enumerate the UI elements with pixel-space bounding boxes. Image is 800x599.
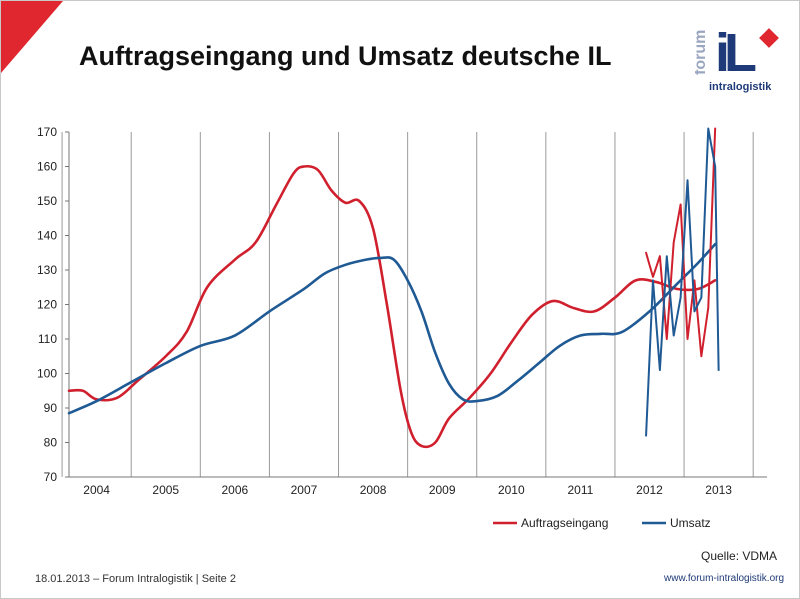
y-tick-label: 100 <box>37 367 57 381</box>
x-tick-label: 2010 <box>498 483 525 497</box>
y-tick-label: 140 <box>37 229 57 243</box>
y-tick-label: 150 <box>37 194 57 208</box>
corner-accent <box>1 1 63 73</box>
chart-series <box>67 127 720 449</box>
y-tick-label: 130 <box>37 263 57 277</box>
slide-title: Auftragseingang und Umsatz deutsche IL <box>79 41 612 71</box>
x-tick-label: 2005 <box>152 483 179 497</box>
y-tick-label: 160 <box>37 160 57 174</box>
source-note: Quelle: VDMA <box>701 549 778 563</box>
x-tick-label: 2006 <box>222 483 249 497</box>
footer-date-page: 18.01.2013 – Forum Intralogistik | Seite… <box>35 573 236 585</box>
x-tick-label: 2011 <box>567 483 593 497</box>
logo-forum-text: forum <box>695 30 709 75</box>
legend-label: Umsatz <box>670 516 711 530</box>
series-line-umsatz <box>67 242 717 415</box>
series-line-monthly <box>645 127 720 437</box>
y-tick-label: 80 <box>44 436 58 450</box>
legend-label: Auftragseingang <box>521 516 608 530</box>
x-tick-label: 2012 <box>636 483 663 497</box>
y-axis-ticks: 70 80 90 100 110 120 130 140 150 160 170 <box>37 125 69 484</box>
chart-legend: Auftragseingang Umsatz <box>493 516 711 530</box>
x-tick-label: 2009 <box>429 483 456 497</box>
logo-intralogistik-text: intralogistik <box>709 81 772 93</box>
y-tick-label: 110 <box>38 332 57 346</box>
forum-intralogistik-logo: forum iL <box>695 17 783 95</box>
series-line-auftragseingang <box>67 164 717 449</box>
y-tick-label: 70 <box>44 470 58 484</box>
footer-website-link[interactable]: www.forum-intralogistik.org <box>664 573 785 584</box>
series-line-monthly <box>645 127 717 358</box>
x-tick-label: 2013 <box>705 483 732 497</box>
x-tick-label: 2004 <box>83 483 110 497</box>
x-axis-ticks: 2004 2005 2006 2007 2008 2009 2010 2011 2012 2013 <box>83 483 732 497</box>
x-tick-label: 2007 <box>291 483 318 497</box>
y-tick-label: 90 <box>44 401 58 415</box>
x-tick-label: 2008 <box>360 483 387 497</box>
y-tick-label: 120 <box>37 298 57 312</box>
y-tick-label: 170 <box>37 125 57 139</box>
